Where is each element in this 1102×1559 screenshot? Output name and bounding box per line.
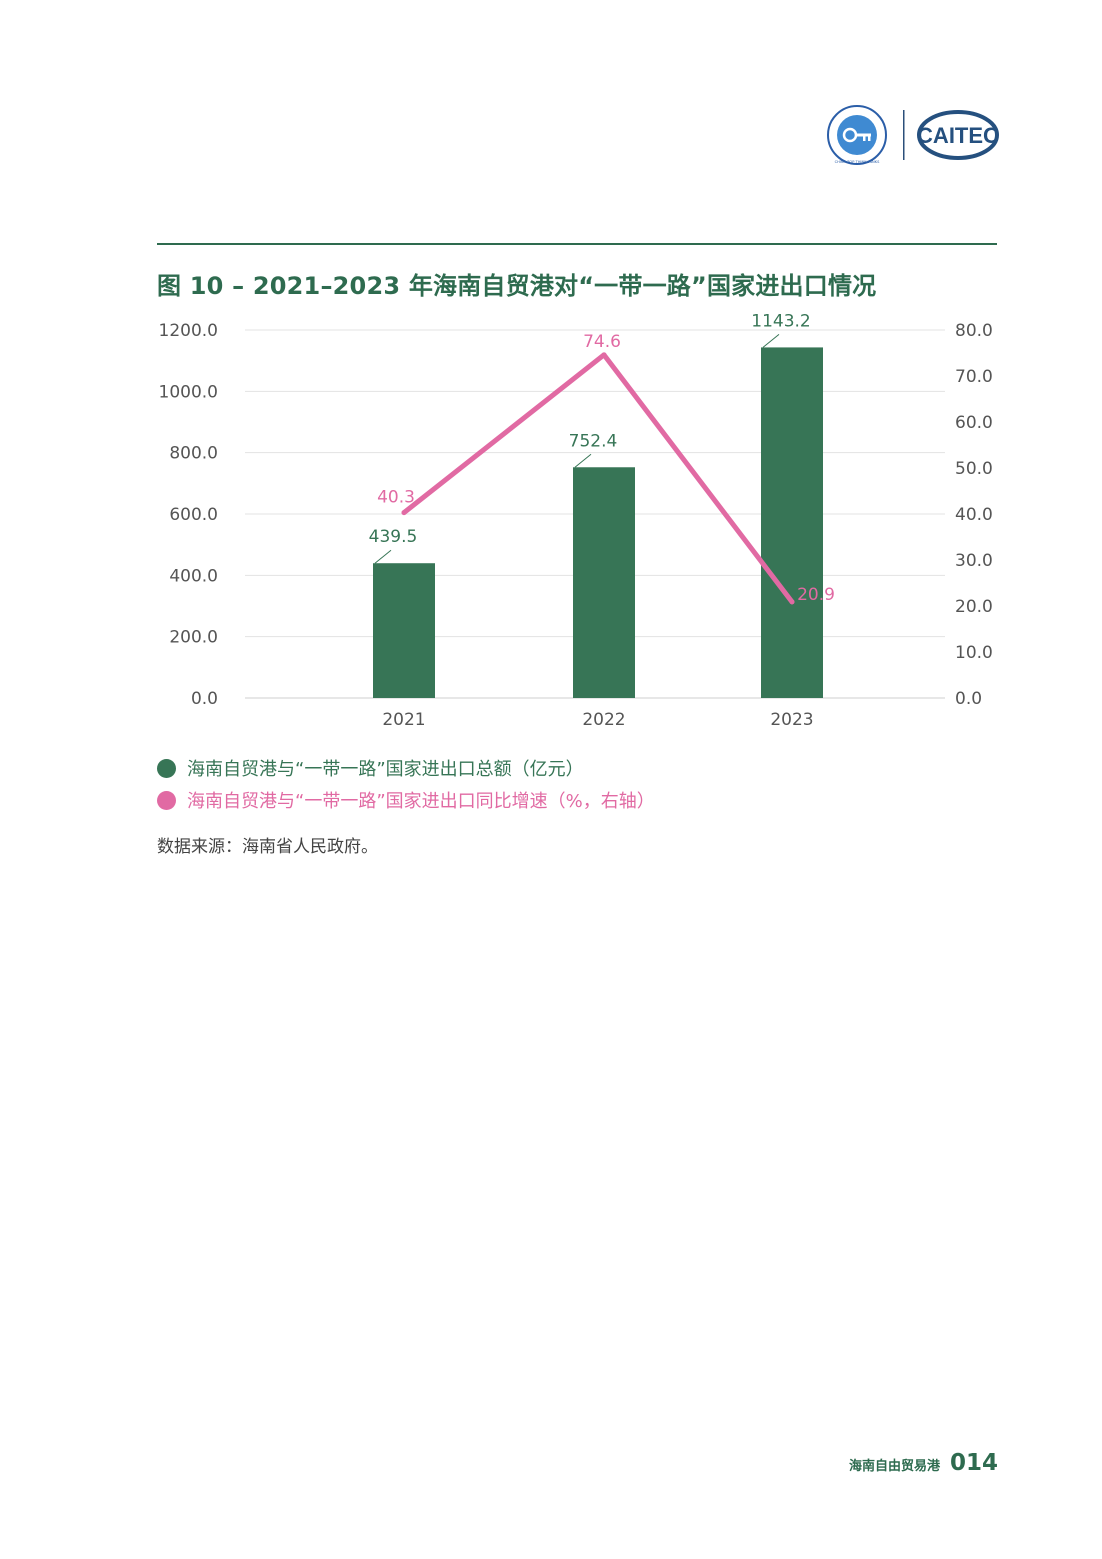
caitec-logo: CAITEC bbox=[917, 110, 999, 160]
think-tank-logo: CHINA TOP THINK TANKS bbox=[827, 105, 887, 165]
growth-point bbox=[401, 510, 407, 516]
y-left-tick-label: 600.0 bbox=[169, 505, 218, 525]
footer-publication: 海南自由贸易港 bbox=[848, 1459, 940, 1474]
x-tick-label: 2022 bbox=[582, 710, 625, 730]
growth-value-label: 20.9 bbox=[797, 585, 835, 605]
bar-value-label: 1143.2 bbox=[751, 311, 810, 331]
legend-item-total: 海南自贸港与“一带一路”国家进出口总额（亿元） bbox=[157, 752, 655, 784]
legend-marker-total bbox=[157, 758, 176, 778]
bar-2023 bbox=[761, 347, 823, 698]
growth-value-label: 74.6 bbox=[583, 332, 621, 352]
y-left-tick-label: 1200.0 bbox=[159, 321, 218, 341]
bar-label-leader bbox=[762, 334, 780, 348]
y-left-tick-label: 200.0 bbox=[169, 628, 218, 648]
logo-left-text: CHINA TOP THINK TANKS bbox=[835, 160, 880, 164]
page-footer: 海南自由贸易港 014 bbox=[849, 1450, 998, 1476]
x-tick-label: 2021 bbox=[382, 710, 425, 730]
y-left-tick-label: 0.0 bbox=[191, 689, 218, 709]
growth-value-label: 40.3 bbox=[377, 488, 415, 508]
legend-marker-growth bbox=[157, 790, 176, 810]
chart: 0.0 200.0 400.0 600.0 800.0 1000.0 1200.0 0.0 10… bbox=[159, 311, 993, 730]
logo-right-text: CAITEC bbox=[917, 123, 999, 148]
y-right-tick-label: 50.0 bbox=[955, 459, 993, 479]
bar-2022 bbox=[573, 467, 635, 698]
logo-divider bbox=[903, 110, 905, 160]
y-right-tick-label: 80.0 bbox=[955, 321, 993, 341]
bar-2021 bbox=[373, 563, 435, 698]
y-right-tick-label: 10.0 bbox=[955, 643, 993, 663]
x-tick-label: 2023 bbox=[770, 710, 813, 730]
y-right-tick-label: 70.0 bbox=[955, 367, 993, 387]
legend-label-growth: 海南自贸港与“一带一路”国家进出口同比增速（%，右轴） bbox=[187, 791, 655, 812]
legend-item-growth: 海南自贸港与“一带一路”国家进出口同比增速（%，右轴） bbox=[157, 784, 655, 816]
bar-label-leader bbox=[374, 549, 392, 564]
data-source: 数据来源：海南省人民政府。 bbox=[157, 837, 378, 857]
bar-value-label: 752.4 bbox=[569, 431, 618, 451]
y-right-tick-label: 40.0 bbox=[955, 505, 993, 525]
figure-title: 图 10 – 2021–2023 年海南自贸港对“一带一路”国家进出口情况 bbox=[157, 272, 877, 300]
y-left-tick-label: 400.0 bbox=[169, 566, 218, 586]
growth-point bbox=[601, 352, 607, 358]
page-number: 014 bbox=[949, 1450, 998, 1476]
y-left-tick-label: 1000.0 bbox=[159, 382, 218, 402]
bar-value-label: 439.5 bbox=[369, 527, 418, 547]
bar-label-leader bbox=[574, 453, 592, 468]
chart-legend: 海南自贸港与“一带一路”国家进出口总额（亿元） 海南自贸港与“一带一路”国家进出… bbox=[157, 752, 655, 816]
header-logos: CHINA TOP THINK TANKS CAITEC bbox=[827, 105, 999, 165]
y-left-tick-label: 800.0 bbox=[169, 444, 218, 464]
y-right-tick-label: 0.0 bbox=[955, 689, 982, 709]
legend-label-total: 海南自贸港与“一带一路”国家进出口总额（亿元） bbox=[187, 759, 584, 780]
y-right-tick-label: 60.0 bbox=[955, 413, 993, 433]
y-right-tick-label: 20.0 bbox=[955, 597, 993, 617]
y-right-tick-label: 30.0 bbox=[955, 551, 993, 571]
growth-point bbox=[789, 599, 795, 605]
title-rule bbox=[157, 243, 997, 245]
